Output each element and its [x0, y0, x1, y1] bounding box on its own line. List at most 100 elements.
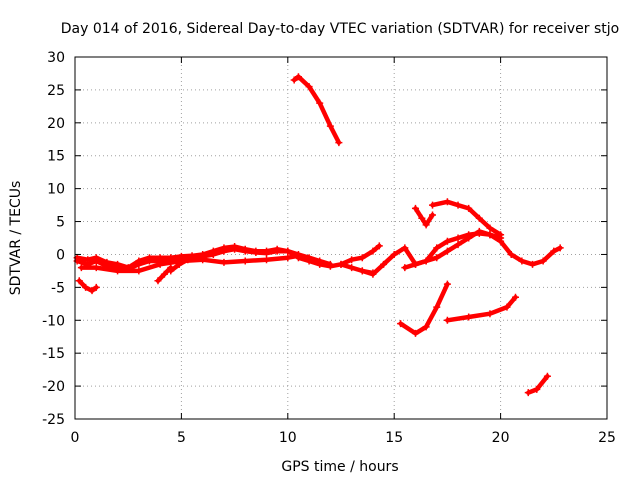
data-point [154, 277, 162, 285]
data-point [503, 303, 511, 311]
data-point [241, 257, 249, 265]
data-point [77, 264, 85, 272]
data-point [511, 293, 519, 301]
data-point [550, 247, 558, 255]
data-point [518, 257, 526, 265]
data-point [316, 257, 324, 265]
series-rise-15-17h [397, 280, 451, 337]
data-point [358, 267, 366, 275]
data-point [167, 267, 175, 275]
data-point [422, 257, 430, 265]
data-point [539, 257, 547, 265]
y-tick-label: -10 [42, 313, 65, 329]
data-point [199, 256, 207, 264]
data-point [397, 320, 405, 328]
series-dip-5h [167, 256, 192, 275]
series-rise-21-22h [524, 372, 551, 397]
data-point [443, 237, 451, 245]
data-point [167, 254, 175, 262]
data-point [294, 252, 302, 260]
series-rise-17h [411, 204, 437, 229]
series-hump-17-20h [429, 198, 505, 239]
data-point [263, 256, 271, 264]
data-point [348, 264, 356, 272]
data-point [486, 231, 494, 239]
data-point [184, 256, 192, 264]
y-tick-label: -5 [51, 280, 65, 296]
data-point [556, 244, 564, 252]
y-tick-label: -25 [42, 412, 65, 428]
data-point [418, 214, 426, 222]
data-series-group [73, 73, 564, 397]
data-point [92, 283, 100, 291]
data-point [411, 260, 419, 268]
data-point [454, 234, 462, 242]
data-point [533, 385, 541, 393]
data-point [135, 267, 143, 275]
data-point [220, 258, 228, 266]
data-point [160, 270, 168, 278]
data-point [433, 254, 441, 262]
y-tick-label: -20 [42, 379, 65, 395]
data-point [316, 99, 324, 107]
data-point [433, 303, 441, 311]
data-point [475, 214, 483, 222]
series-line [402, 229, 503, 270]
data-point [443, 247, 451, 255]
data-point [92, 254, 100, 262]
series-afternoon-wave [358, 229, 564, 278]
data-point [401, 264, 409, 272]
y-tick-label: 0 [56, 247, 65, 263]
data-point [475, 227, 483, 235]
data-point [429, 201, 437, 209]
plot-frame [74, 56, 608, 420]
data-point [429, 211, 437, 219]
data-point [326, 122, 334, 130]
data-point [369, 247, 377, 255]
data-point [454, 241, 462, 249]
chart-title: Day 014 of 2016, Sidereal Day-to-day VTE… [61, 21, 619, 37]
data-point [145, 254, 153, 262]
x-axis-label: GPS time / hours [281, 459, 398, 475]
y-tick-labels: -25 -20 -15 -10 -5 0 5 10 15 20 25 30 [42, 50, 65, 428]
series-descent-10-12h [290, 73, 343, 147]
data-point [156, 260, 164, 268]
x-tick-label: 10 [279, 430, 297, 446]
series-line [79, 253, 301, 274]
series-lump-12-14h [337, 242, 383, 268]
y-tick-label: 25 [47, 83, 65, 99]
axis-ticks [74, 56, 608, 420]
series-upper-band [401, 227, 505, 272]
data-point [369, 270, 377, 278]
data-point [358, 254, 366, 262]
data-point [88, 287, 96, 295]
data-point [337, 260, 345, 268]
data-point [290, 76, 298, 84]
data-point [241, 245, 249, 253]
data-point [103, 258, 111, 266]
data-point [252, 247, 260, 255]
y-tick-label: -15 [42, 346, 65, 362]
x-tick-label: 0 [71, 430, 80, 446]
series-rise-18-21h [443, 293, 519, 324]
data-point [486, 310, 494, 318]
data-point [401, 244, 409, 252]
data-point [543, 372, 551, 380]
x-tick-labels: 0 5 10 15 20 25 [71, 430, 616, 446]
series-line [291, 74, 342, 145]
data-point [114, 260, 122, 268]
series-line [526, 373, 550, 395]
data-point [294, 73, 302, 81]
y-tick-label: 5 [56, 215, 65, 231]
y-tick-label: 15 [47, 149, 65, 165]
data-point [175, 260, 183, 268]
series-line [398, 281, 450, 336]
data-point [284, 247, 292, 255]
data-point [263, 247, 271, 255]
data-point [84, 256, 92, 264]
x-tick-label: 25 [598, 430, 616, 446]
data-point [135, 257, 143, 265]
data-point [529, 260, 537, 268]
data-point [380, 260, 388, 268]
